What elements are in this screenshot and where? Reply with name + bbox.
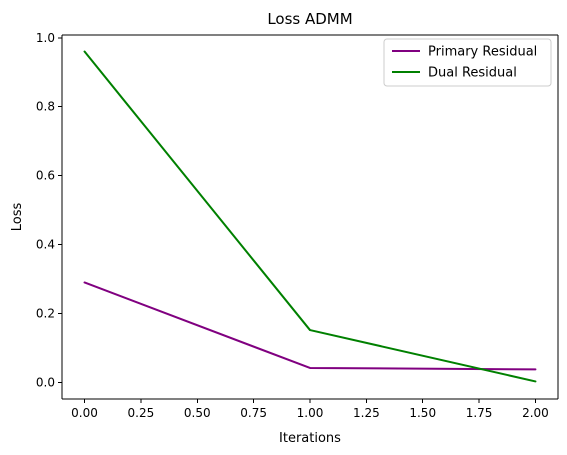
x-tick-label: 0.75	[240, 406, 267, 420]
series-line-2	[83, 50, 537, 383]
legend-box	[383, 38, 552, 87]
legend-label-1: Primary Residual	[428, 45, 537, 60]
legend: Primary Residual Dual Residual	[383, 38, 552, 87]
x-axis-label: Iterations	[279, 431, 341, 446]
chart-title: Loss ADMM	[267, 10, 352, 28]
series-line-1	[83, 281, 537, 371]
y-tick-label: 1.0	[36, 31, 55, 45]
x-tick-label: 0.25	[128, 406, 155, 420]
y-tick-label: 0.4	[36, 238, 55, 252]
x-tick-label: 0.00	[71, 406, 98, 420]
x-tick-label: 1.25	[353, 406, 380, 420]
plot-area: 0.00 0.25 0.50 0.75 1.00 1.25 1.50 1.75 2.00 0.0 0…	[36, 31, 559, 420]
y-tick-label: 0.8	[36, 100, 55, 114]
x-tick-label: 2.00	[522, 406, 549, 420]
legend-label-2: Dual Residual	[428, 66, 517, 81]
x-tick-label: 0.50	[184, 406, 211, 420]
x-tick-label: 1.75	[466, 406, 493, 420]
y-tick-label: 0.6	[36, 169, 55, 183]
y-tick-label: 0.0	[36, 375, 55, 389]
x-tick-label: 1.00	[297, 406, 324, 420]
y-axis-label: Loss	[10, 203, 25, 232]
x-tick-label: 1.50	[409, 406, 436, 420]
y-tick-label: 0.2	[36, 307, 55, 321]
